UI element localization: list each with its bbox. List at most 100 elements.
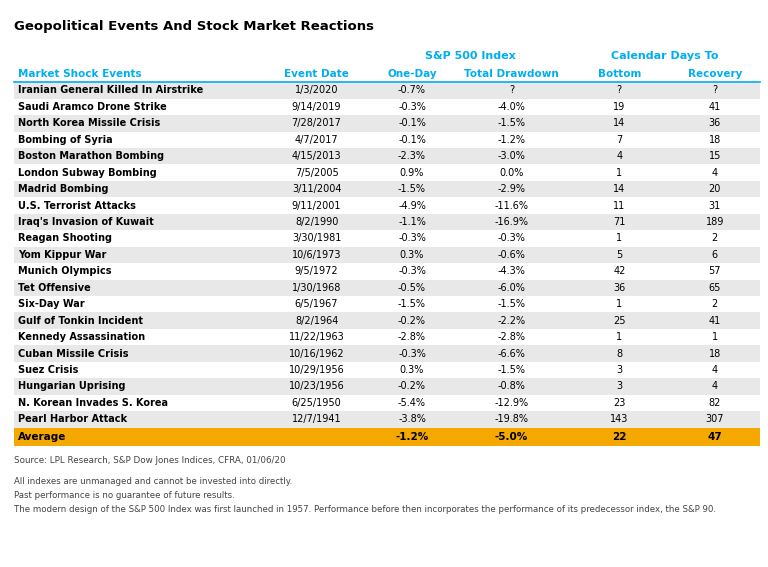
Text: -6.6%: -6.6% — [498, 349, 525, 358]
Bar — [14, 362, 760, 378]
Bar — [14, 428, 760, 446]
Text: 3: 3 — [616, 365, 622, 375]
Text: 18: 18 — [709, 135, 721, 145]
Text: 5: 5 — [616, 250, 622, 260]
Bar — [14, 230, 760, 247]
Bar — [14, 411, 760, 428]
Text: 8/2/1964: 8/2/1964 — [295, 316, 338, 325]
Text: 14: 14 — [613, 119, 625, 128]
Text: -0.3%: -0.3% — [398, 349, 426, 358]
Text: Recovery: Recovery — [687, 69, 742, 79]
Text: Hungarian Uprising: Hungarian Uprising — [18, 382, 126, 391]
Text: 15: 15 — [709, 151, 721, 161]
Text: -2.3%: -2.3% — [398, 151, 426, 161]
Text: 1/3/2020: 1/3/2020 — [295, 86, 339, 95]
Text: 82: 82 — [709, 398, 721, 408]
Text: 0.3%: 0.3% — [400, 365, 424, 375]
Text: -1.5%: -1.5% — [498, 365, 525, 375]
Text: 36: 36 — [613, 283, 625, 293]
Text: 3/11/2004: 3/11/2004 — [292, 184, 341, 194]
Text: -0.2%: -0.2% — [398, 382, 426, 391]
Text: 4: 4 — [712, 382, 718, 391]
Text: 10/16/1962: 10/16/1962 — [289, 349, 344, 358]
Text: 41: 41 — [709, 102, 721, 112]
Text: -0.3%: -0.3% — [498, 234, 525, 243]
Text: -0.3%: -0.3% — [398, 102, 426, 112]
Text: Madrid Bombing: Madrid Bombing — [18, 184, 109, 194]
Bar — [14, 132, 760, 148]
Text: 2: 2 — [712, 299, 718, 309]
Text: -3.8%: -3.8% — [398, 414, 426, 424]
Bar — [14, 263, 760, 280]
Text: 6: 6 — [712, 250, 718, 260]
Bar — [14, 247, 760, 263]
Text: -4.0%: -4.0% — [498, 102, 525, 112]
Text: 4/7/2017: 4/7/2017 — [295, 135, 339, 145]
Text: Reagan Shooting: Reagan Shooting — [18, 234, 112, 243]
Text: London Subway Bombing: London Subway Bombing — [18, 168, 157, 177]
Text: ?: ? — [509, 86, 514, 95]
Text: 1: 1 — [616, 299, 622, 309]
Text: 0.3%: 0.3% — [400, 250, 424, 260]
Bar — [14, 345, 760, 362]
Text: 10/23/1956: 10/23/1956 — [289, 382, 344, 391]
Text: 4: 4 — [616, 151, 622, 161]
Text: Market Shock Events: Market Shock Events — [18, 69, 142, 79]
Text: N. Korean Invades S. Korea: N. Korean Invades S. Korea — [18, 398, 168, 408]
Text: -0.1%: -0.1% — [398, 135, 426, 145]
Text: Boston Marathon Bombing: Boston Marathon Bombing — [18, 151, 164, 161]
Text: 143: 143 — [610, 414, 628, 424]
Text: -3.0%: -3.0% — [498, 151, 525, 161]
Text: 189: 189 — [706, 217, 724, 227]
Text: Bombing of Syria: Bombing of Syria — [18, 135, 113, 145]
Text: -0.1%: -0.1% — [398, 119, 426, 128]
Text: Total Drawdown: Total Drawdown — [464, 69, 559, 79]
Text: 3/30/1981: 3/30/1981 — [292, 234, 341, 243]
Text: 42: 42 — [613, 266, 625, 276]
Bar — [14, 82, 760, 99]
Bar — [14, 312, 760, 329]
Bar — [14, 181, 760, 197]
Text: ?: ? — [712, 86, 717, 95]
Text: -2.9%: -2.9% — [498, 184, 525, 194]
Text: -0.3%: -0.3% — [398, 266, 426, 276]
Text: -0.8%: -0.8% — [498, 382, 525, 391]
Text: 9/11/2001: 9/11/2001 — [292, 201, 341, 210]
Text: Average: Average — [18, 431, 67, 442]
Text: 8: 8 — [616, 349, 622, 358]
Text: 9/5/1972: 9/5/1972 — [295, 266, 339, 276]
Text: Iraq's Invasion of Kuwait: Iraq's Invasion of Kuwait — [18, 217, 154, 227]
Text: 1: 1 — [616, 234, 622, 243]
Text: -5.4%: -5.4% — [398, 398, 426, 408]
Text: -0.2%: -0.2% — [398, 316, 426, 325]
Bar — [14, 395, 760, 411]
Bar — [14, 329, 760, 345]
Text: -16.9%: -16.9% — [495, 217, 528, 227]
Text: -1.2%: -1.2% — [396, 431, 429, 442]
Text: 12/7/1941: 12/7/1941 — [292, 414, 342, 424]
Text: 11/22/1963: 11/22/1963 — [289, 332, 344, 342]
Bar — [14, 280, 760, 296]
Text: 71: 71 — [613, 217, 625, 227]
Text: All indexes are unmanaged and cannot be invested into directly.: All indexes are unmanaged and cannot be … — [14, 477, 292, 486]
Text: Event Date: Event Date — [284, 69, 349, 79]
Text: 7/5/2005: 7/5/2005 — [295, 168, 339, 177]
Text: S&P 500 Index: S&P 500 Index — [425, 51, 515, 61]
Text: 41: 41 — [709, 316, 721, 325]
Text: 1: 1 — [616, 332, 622, 342]
Text: Suez Crisis: Suez Crisis — [18, 365, 79, 375]
Bar — [14, 115, 760, 132]
Text: -6.0%: -6.0% — [498, 283, 525, 293]
Bar — [14, 164, 760, 181]
Bar — [14, 378, 760, 395]
Text: Cuban Missile Crisis: Cuban Missile Crisis — [18, 349, 129, 358]
Text: 1/30/1968: 1/30/1968 — [292, 283, 341, 293]
Text: -1.5%: -1.5% — [498, 299, 525, 309]
Text: -1.1%: -1.1% — [398, 217, 426, 227]
Bar — [14, 99, 760, 115]
Text: 0.9%: 0.9% — [400, 168, 424, 177]
Text: Calendar Days To: Calendar Days To — [611, 51, 719, 61]
Text: 1: 1 — [712, 332, 718, 342]
Text: Saudi Aramco Drone Strike: Saudi Aramco Drone Strike — [18, 102, 167, 112]
Text: 9/14/2019: 9/14/2019 — [292, 102, 341, 112]
